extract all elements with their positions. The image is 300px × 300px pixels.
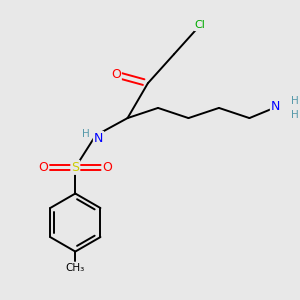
Text: N: N xyxy=(94,132,103,145)
Text: N: N xyxy=(271,100,280,113)
Text: CH₃: CH₃ xyxy=(66,262,85,272)
Text: H: H xyxy=(290,110,298,120)
Text: O: O xyxy=(111,68,121,81)
Text: H: H xyxy=(82,129,89,139)
Text: S: S xyxy=(71,161,79,174)
Text: O: O xyxy=(38,161,48,174)
Text: O: O xyxy=(102,161,112,174)
Text: Cl: Cl xyxy=(195,20,206,30)
Text: H: H xyxy=(290,96,298,106)
